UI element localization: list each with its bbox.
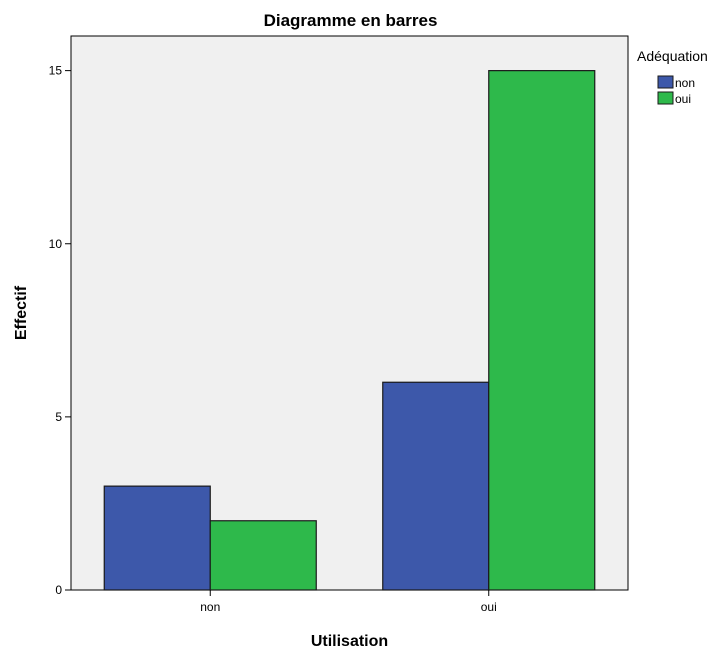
legend-swatch-oui	[657, 91, 674, 105]
x-axis: non oui	[200, 590, 497, 614]
x-tick-label: oui	[481, 600, 497, 614]
chart-title: Diagramme en barres	[264, 11, 438, 30]
y-tick-label: 10	[49, 237, 63, 251]
legend-label-non: non	[675, 76, 695, 90]
bar-oui-oui	[488, 70, 596, 591]
bar-oui-non	[382, 381, 490, 591]
y-tick-label: 0	[55, 583, 62, 597]
legend: Adéquation non oui	[637, 48, 708, 106]
bars-group	[103, 70, 596, 591]
legend-swatch-non	[657, 75, 674, 89]
y-axis: 0 5 10 15	[49, 64, 71, 597]
legend-title: Adéquation	[637, 48, 708, 64]
y-tick-label: 5	[55, 410, 62, 424]
x-axis-title: Utilisation	[311, 633, 388, 650]
y-tick-label: 15	[49, 64, 63, 78]
bar-non-non	[103, 485, 211, 591]
legend-label-oui: oui	[675, 92, 691, 106]
bar-non-oui	[209, 520, 317, 591]
y-axis-title: Effectif	[13, 285, 30, 340]
x-tick-label: non	[200, 600, 220, 614]
